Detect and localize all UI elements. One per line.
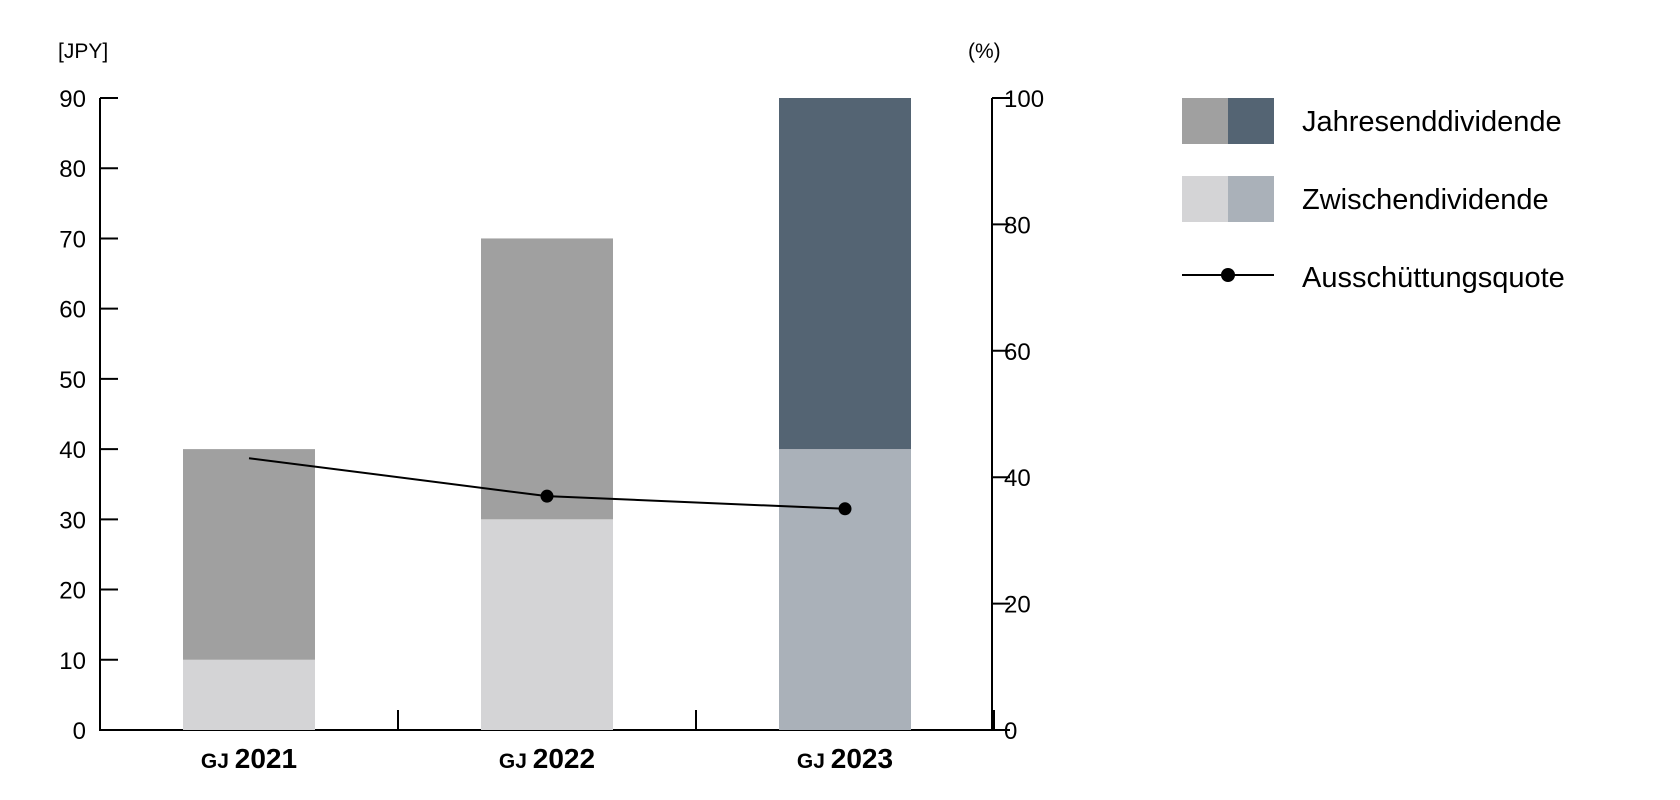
- legend-swatch: [1182, 98, 1228, 144]
- category-prefix: GJ: [797, 750, 831, 773]
- category-prefix: GJ: [499, 750, 533, 773]
- right-tick-label: 80: [1004, 212, 1031, 239]
- left-tick-label: 30: [59, 507, 86, 534]
- legend-label: Zwischendividende: [1302, 184, 1549, 216]
- axes: 0 10 20 30 40 50 60 70 80 90 0 20 40 60 80 100 [JPY] (%) G…: [58, 40, 1044, 774]
- left-tick-label: 0: [73, 718, 86, 745]
- bar-jahresenddividende-2022: [481, 238, 613, 520]
- category-year: 2021: [235, 743, 297, 774]
- legend-swatch: [1182, 176, 1228, 222]
- right-axis-unit: (%): [968, 40, 1001, 63]
- left-tick-label: 10: [59, 648, 86, 675]
- left-tick-label: 80: [59, 156, 86, 183]
- legend-marker: [1221, 268, 1235, 282]
- left-tick-label: 20: [59, 578, 86, 605]
- bar-zwischendividende-2021: [183, 659, 315, 730]
- legend-item-zwischendividende: Zwischendividende: [1182, 176, 1549, 222]
- left-tick-label: 40: [59, 437, 86, 464]
- legend-swatch: [1228, 98, 1274, 144]
- payout-point-2022: [540, 489, 554, 503]
- legend-label: Ausschüttungsquote: [1302, 262, 1565, 294]
- category-prefix: GJ: [201, 750, 235, 773]
- legend-item-ausschüttungsquote: Ausschüttungsquote: [1182, 262, 1565, 294]
- category-label-2022: GJ 2022: [499, 743, 595, 774]
- legend-label: Jahresenddividende: [1302, 106, 1562, 138]
- left-tick-label: 70: [59, 226, 86, 253]
- bar-zwischendividende-2022: [481, 519, 613, 730]
- bars: [183, 98, 911, 730]
- bar-zwischendividende-2023: [779, 449, 911, 730]
- category-year: 2022: [533, 743, 595, 774]
- category-label-2023: GJ 2023: [797, 743, 893, 774]
- left-axis-unit: [JPY]: [58, 40, 108, 63]
- payout-point-2023: [838, 502, 852, 516]
- right-tick-label: 100: [1004, 86, 1044, 113]
- right-tick-label: 60: [1004, 339, 1031, 366]
- right-tick-label: 0: [1004, 718, 1017, 745]
- left-tick-label: 60: [59, 297, 86, 324]
- category-year: 2023: [831, 743, 893, 774]
- right-tick-label: 40: [1004, 465, 1031, 492]
- payout-line: [248, 457, 852, 516]
- legend-item-jahresenddividende: Jahresenddividende: [1182, 98, 1562, 144]
- category-label-2021: GJ 2021: [201, 743, 297, 774]
- left-tick-label: 90: [59, 86, 86, 113]
- left-tick-label: 50: [59, 367, 86, 394]
- right-tick-label: 20: [1004, 592, 1031, 619]
- bar-jahresenddividende-2021: [183, 449, 315, 660]
- legend: Jahresenddividende Zwischendividende Aussc…: [1182, 98, 1565, 294]
- legend-swatch: [1228, 176, 1274, 222]
- bar-jahresenddividende-2023: [779, 98, 911, 450]
